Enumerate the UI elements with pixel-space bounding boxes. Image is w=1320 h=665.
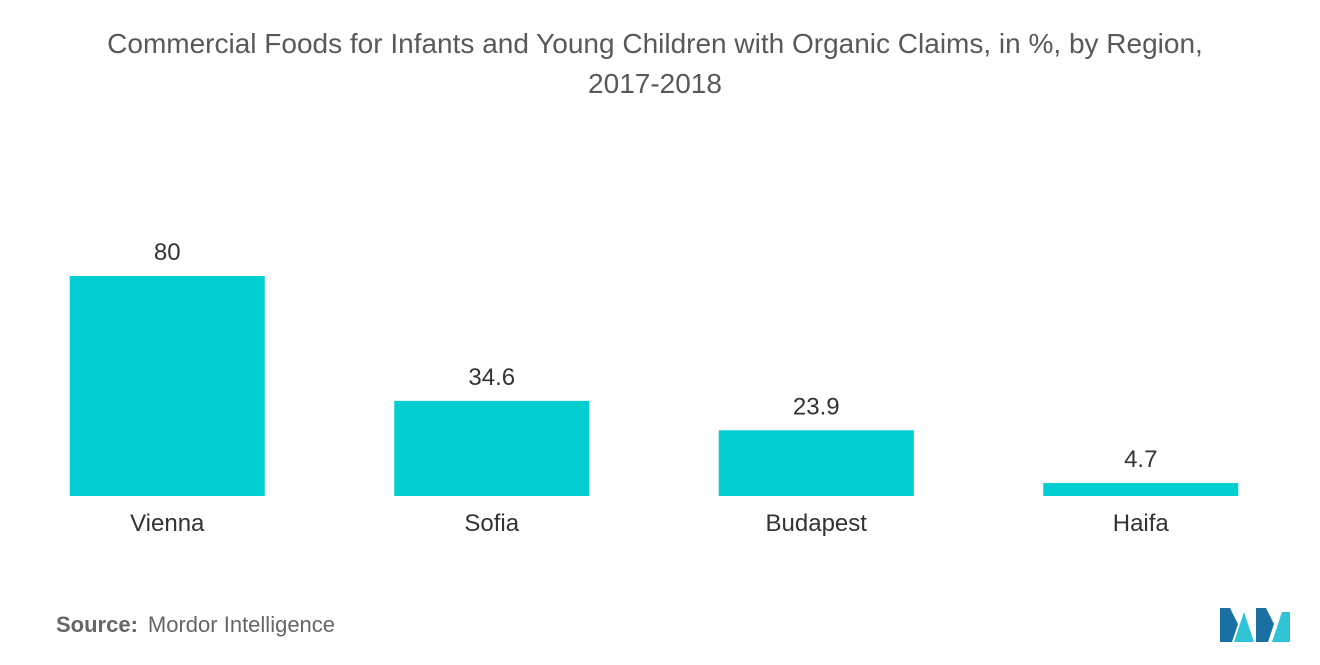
chart-title: Commercial Foods for Infants and Young C… [0,24,1310,104]
category-label-sofia: Sofia [464,510,519,537]
value-label-sofia: 34.6 [468,364,515,391]
value-label-budapest: 23.9 [793,393,840,420]
category-label-haifa: Haifa [1113,510,1170,537]
mordor-intelligence-logo-icon [1220,608,1290,642]
source-label: Source: [56,612,138,637]
bar-sofia [394,400,590,496]
source-note: Source: Mordor Intelligence [56,612,335,638]
value-label-haifa: 4.7 [1124,446,1157,473]
category-label-vienna: Vienna [130,510,205,537]
bar-vienna [69,276,265,496]
bar-budapest [718,430,914,496]
source-value: Mordor Intelligence [147,612,336,637]
bar-haifa [1043,483,1239,496]
chart-title-line-2: 2017-2018 [588,68,722,99]
category-label-budapest: Budapest [766,510,868,537]
bar-chart: 80 Vienna 34.6 Sofia 23.9 Budapest 4.7 Haifa [69,239,1239,537]
chart-title-line-1: Commercial Foods for Infants and Young C… [107,28,1203,59]
value-label-vienna: 80 [154,239,181,266]
